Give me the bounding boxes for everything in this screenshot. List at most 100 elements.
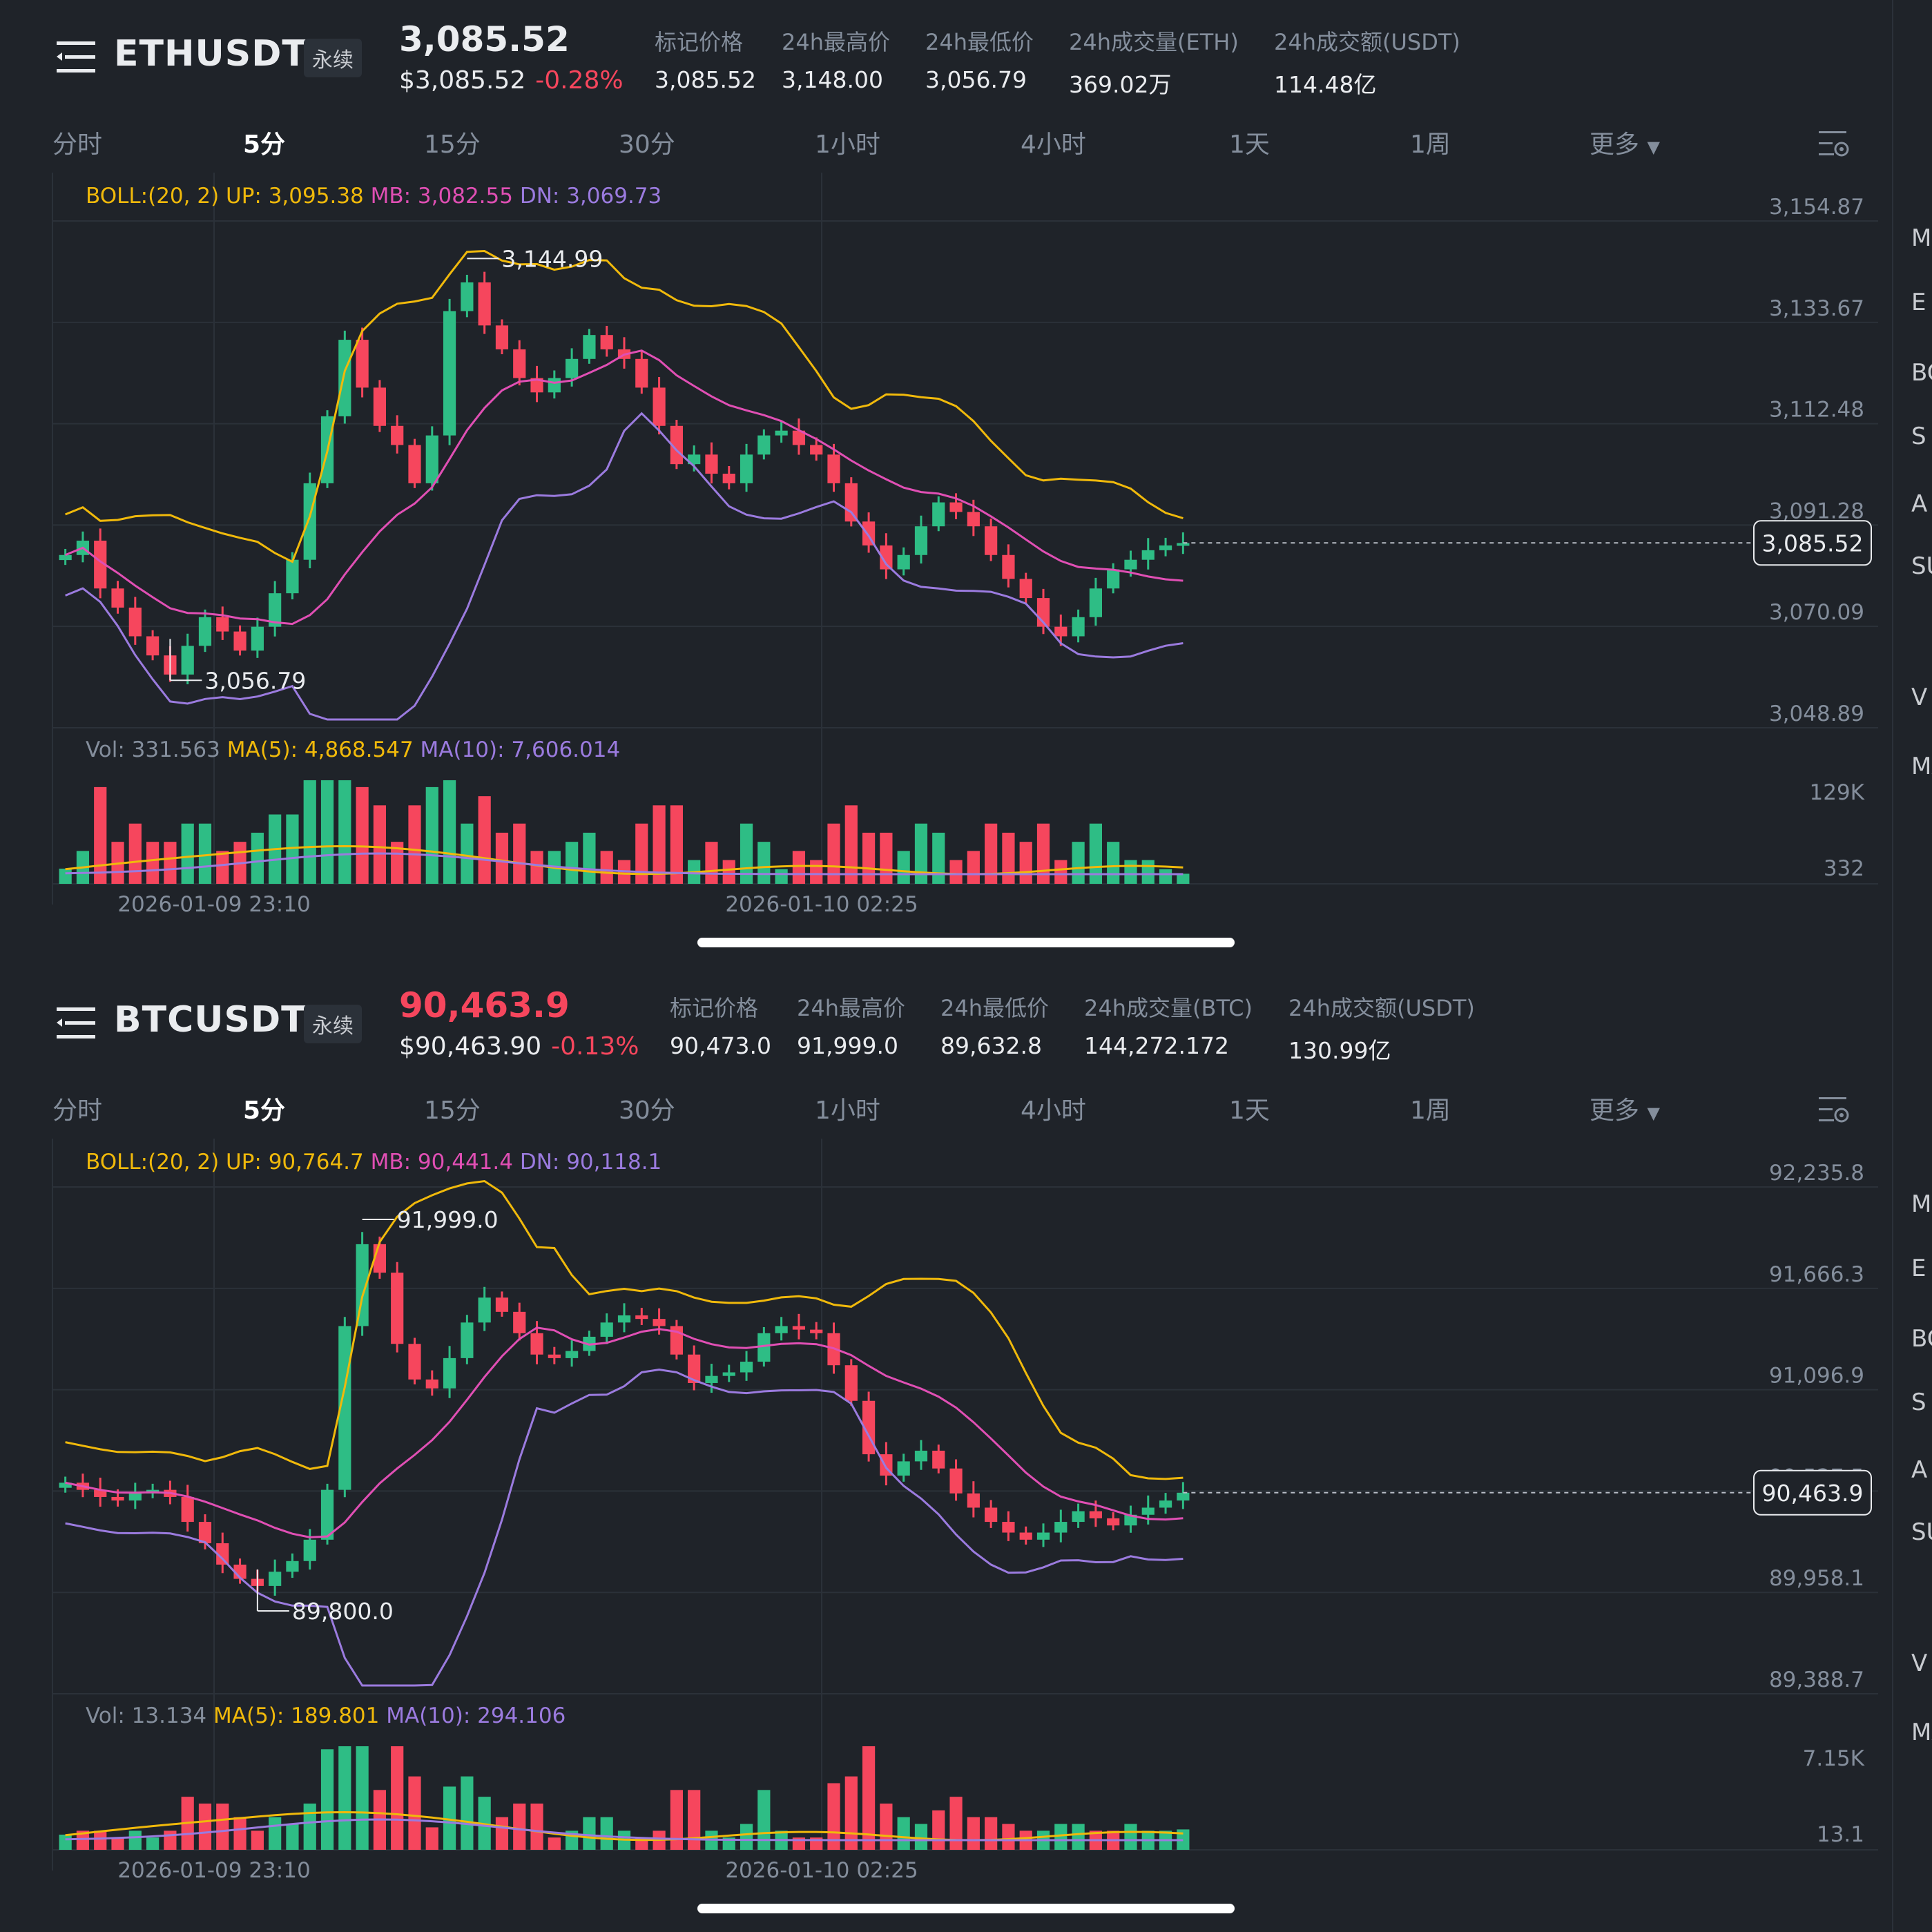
side-panel-item-label[interactable]: M: [1911, 1190, 1932, 1218]
menu-toggle-icon[interactable]: [57, 1006, 97, 1041]
chart-settings-icon[interactable]: [1819, 128, 1851, 159]
btc-kline-chart[interactable]: 92,235.891,666.391,096.990,527.589,958.1…: [0, 1139, 1932, 1884]
tab-30m[interactable]: 30分: [619, 1097, 675, 1125]
boll-middle-line: [65, 1326, 1184, 1538]
boll-up-value: UP: 90,764.7: [226, 1150, 371, 1175]
current-price-tag-label: 90,463.9: [1762, 1480, 1864, 1507]
candle-body: [792, 430, 806, 445]
tab-1d[interactable]: 1天: [1229, 1097, 1270, 1125]
volume-bar: [897, 1817, 910, 1850]
side-panel-item-label[interactable]: SU: [1911, 552, 1932, 580]
tab-30m[interactable]: 30分: [619, 131, 675, 159]
side-panel-item-label[interactable]: S: [1911, 423, 1926, 450]
volume-bar: [1124, 1824, 1137, 1850]
price-tick-label: 3,070.09: [1769, 600, 1864, 625]
volume-bar: [94, 786, 107, 884]
candle-body: [425, 435, 438, 483]
tab-more[interactable]: 更多 ▼: [1590, 1097, 1660, 1125]
symbol-title[interactable]: BTCUSDT: [114, 999, 307, 1041]
volume-bar: [914, 823, 928, 884]
candle-body: [967, 1493, 980, 1508]
last-price: 90,463.9: [399, 985, 570, 1025]
volume-bar: [862, 1746, 876, 1850]
volume-bar: [356, 1746, 369, 1850]
scroll-indicator[interactable]: [697, 938, 1235, 947]
tab-15m[interactable]: 15分: [424, 1097, 481, 1125]
volume-bar: [880, 832, 893, 884]
menu-toggle-icon[interactable]: [57, 40, 97, 75]
tab-timeshare[interactable]: 分时: [52, 1097, 103, 1125]
volume-bar: [128, 1830, 142, 1850]
volume-bar: [949, 1797, 963, 1850]
volume-bar: [600, 851, 613, 884]
side-panel-item-label[interactable]: E: [1911, 1255, 1926, 1282]
tab-4h[interactable]: 4小时: [1021, 131, 1086, 159]
stat-24h-low: 24h最低价 3,056.79: [925, 29, 1034, 93]
candle-body: [1072, 617, 1085, 637]
boll-lower-line: [65, 412, 1184, 721]
symbol-title[interactable]: ETHUSDT: [114, 33, 307, 75]
side-panel-item-label[interactable]: V: [1911, 1650, 1928, 1677]
candle-body: [740, 454, 753, 483]
boll-up-value: UP: 3,095.38: [226, 184, 371, 209]
volume-bar: [670, 1790, 683, 1850]
candle-body: [286, 1561, 299, 1572]
candle-body: [1141, 1507, 1155, 1515]
chart-settings-icon[interactable]: [1819, 1094, 1851, 1125]
usd-price-line: $3,085.52 -0.28%: [399, 66, 624, 95]
tab-timeshare[interactable]: 分时: [52, 131, 103, 159]
tab-5m[interactable]: 5分: [243, 131, 286, 159]
candle-body: [810, 445, 823, 455]
side-panel-item-label[interactable]: S: [1911, 1389, 1926, 1416]
side-panel-item-label[interactable]: A: [1911, 490, 1928, 518]
candle-body: [1177, 1492, 1190, 1501]
candle-body: [111, 1496, 124, 1501]
current-price-tag[interactable]: [1753, 1469, 1872, 1516]
volume-bar: [670, 805, 683, 884]
side-panel-item-label[interactable]: M: [1911, 224, 1932, 252]
candle-body: [269, 593, 282, 627]
side-panel-item-label[interactable]: A: [1911, 1456, 1928, 1484]
scroll-indicator[interactable]: [697, 1904, 1235, 1913]
candle-body: [478, 1297, 491, 1323]
tab-5m[interactable]: 5分: [243, 1097, 286, 1125]
volume-value: Vol: 13.134: [86, 1703, 213, 1728]
tab-4h[interactable]: 4小时: [1021, 1097, 1086, 1125]
candle-body: [653, 1319, 666, 1326]
boll-upper-line: [65, 249, 1184, 563]
side-panel-item-label[interactable]: V: [1911, 684, 1928, 711]
volume-bar: [251, 832, 264, 884]
eth-kline-chart[interactable]: 3,154.87 3,133.67 3,112.48 3,091.28 3,070.09…: [0, 173, 1932, 918]
volume-ma5-value: MA(5): 189.801: [213, 1703, 386, 1728]
last-price: 3,085.52: [399, 19, 570, 59]
candle-body: [1019, 1532, 1032, 1540]
tab-1w[interactable]: 1周: [1410, 131, 1451, 159]
boll-indicator-line: BOLL:(20, 2) UP: 90,764.7 MB: 90,441.4 D…: [86, 1150, 661, 1175]
candle-body: [1089, 1511, 1102, 1518]
candle-body: [495, 325, 509, 349]
tab-1h[interactable]: 1小时: [815, 1097, 880, 1125]
tab-1h[interactable]: 1小时: [815, 131, 880, 159]
current-price-tag[interactable]: [1753, 520, 1872, 566]
candle-body: [1072, 1511, 1085, 1523]
side-panel-item-label[interactable]: MA: [1911, 753, 1932, 780]
candle-body: [810, 1329, 823, 1333]
side-panel-item-label[interactable]: SU: [1911, 1518, 1932, 1546]
volume-bar: [862, 832, 876, 884]
volume-bar: [985, 823, 998, 884]
side-panel-item-label[interactable]: BO: [1911, 359, 1932, 387]
side-panel-item-label[interactable]: BO: [1911, 1325, 1932, 1353]
tab-15m[interactable]: 15分: [424, 131, 481, 159]
tab-1w[interactable]: 1周: [1410, 1097, 1451, 1125]
candle-body: [949, 1468, 963, 1494]
side-panel-item-label[interactable]: E: [1911, 289, 1926, 316]
interval-tabs: 分时 5分 15分 30分 1小时 4小时 1天 1周 更多 ▼: [0, 1090, 1932, 1132]
volume-bar: [722, 860, 735, 884]
candle-body: [443, 311, 456, 436]
tab-more[interactable]: 更多 ▼: [1590, 131, 1660, 159]
candle-body: [1019, 579, 1032, 599]
candle-body: [792, 1326, 806, 1330]
side-panel-item-label[interactable]: MA: [1911, 1719, 1932, 1746]
tab-1d[interactable]: 1天: [1229, 131, 1270, 159]
volume-bar: [1002, 832, 1015, 884]
